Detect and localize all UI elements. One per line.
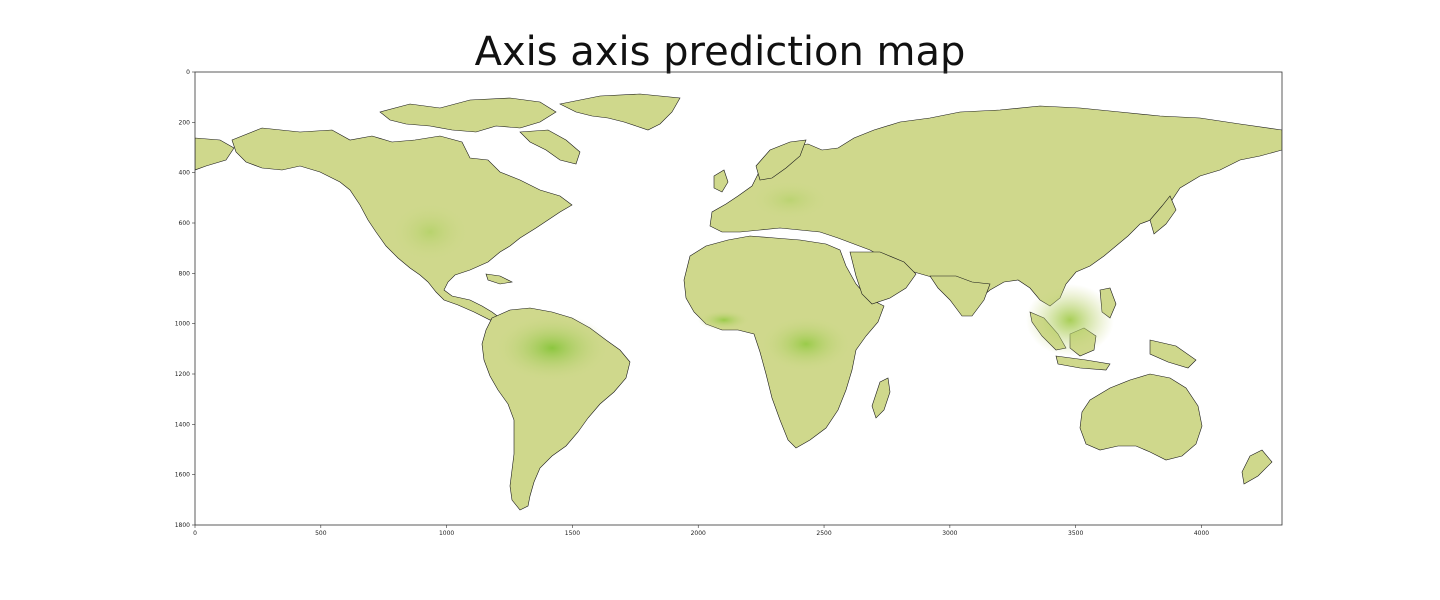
page-title: Axis axis prediction map [474,29,966,75]
hotspot-amazon [494,314,610,382]
landmass-arabia [849,251,917,305]
landmass-arctic-islands [379,97,557,133]
land-layer [195,93,1282,511]
landmass-greenland [559,93,681,131]
y-tick-label: 1000 [175,321,190,328]
landmass-scandinavia [755,139,807,181]
x-tick-label: 4000 [1194,530,1209,537]
hotspot-congo [760,316,852,372]
x-tick-label: 3000 [942,530,957,537]
x-tick-label: 3500 [1068,530,1083,537]
landmass-madagascar [871,377,891,419]
y-tick-label: 1200 [175,371,190,378]
y-tick-label: 0 [186,69,190,76]
plot-frame [194,71,1283,526]
y-tick-label: 1400 [175,421,190,428]
landmass-new-guinea [1149,339,1197,369]
landmass-baffin [519,129,581,165]
x-tick-label: 1500 [565,530,580,537]
hotspot-west-africa [698,310,750,330]
y-tick-label: 200 [179,119,191,126]
landmass-alaska-tip [195,137,235,171]
x-tick-label: 1000 [439,530,454,537]
y-tick-label: 1800 [175,522,190,529]
y-tick-label: 800 [179,270,191,277]
x-tick-label: 500 [315,530,327,537]
x-tick-label: 0 [193,530,197,537]
landmass-new-zealand [1241,449,1273,485]
landmass-australia [1079,373,1203,461]
prediction-intensity-layer [390,180,1114,382]
landmass-java [1055,355,1111,371]
x-tick-label: 2500 [816,530,831,537]
x-tick-label: 2000 [691,530,706,537]
y-axis: 0 200 400 600 800 1000 1200 1400 1600 1800 [175,69,195,529]
landmass-india [929,275,991,317]
landmass-uk [713,169,729,193]
hotspot-east-us [390,202,470,262]
landmass-japan [1149,195,1177,235]
hotspot-southeast-asia [1026,284,1114,356]
hotspot-europe [750,180,830,220]
y-tick-label: 1600 [175,472,190,479]
x-axis: 0 500 1000 1500 2000 2500 3000 3500 4000 [193,525,1209,537]
y-tick-label: 400 [179,170,191,177]
y-tick-label: 600 [179,220,191,227]
landmass-caribbean [485,273,513,285]
